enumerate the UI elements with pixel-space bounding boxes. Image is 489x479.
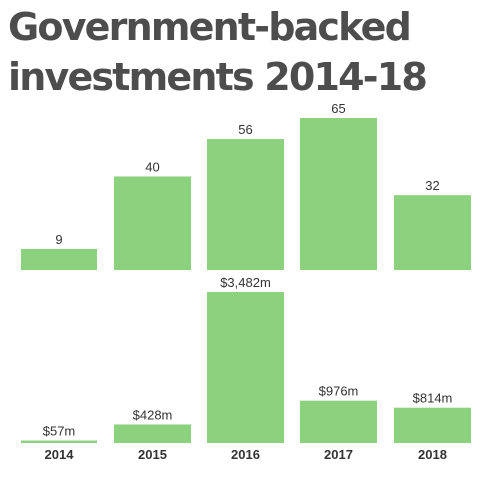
x-tick-label-2016: 2016 xyxy=(231,447,260,462)
value-bar-chart: $57m $428m $3,482m $976m $814m xyxy=(21,275,471,443)
value-bar-2018 xyxy=(394,407,471,443)
chart-title: Government-backed investments 2014-18 xyxy=(8,5,428,99)
value-bar-2017 xyxy=(300,400,377,443)
count-bar-2016 xyxy=(207,139,284,270)
count-bar-chart: 9 40 56 65 32 xyxy=(21,101,471,270)
x-tick-label-2015: 2015 xyxy=(138,447,167,462)
value-data-label-2016: $3,482m xyxy=(220,275,271,290)
x-tick-label-2017: 2017 xyxy=(324,447,353,462)
value-data-label-2017: $976m xyxy=(319,384,359,399)
x-tick-label-2014: 2014 xyxy=(45,447,75,462)
value-bar-2016 xyxy=(207,292,284,443)
count-bar-2017 xyxy=(300,118,377,270)
count-data-label-2018: 32 xyxy=(425,178,439,193)
value-bar-2015 xyxy=(114,424,191,443)
value-bar-2014 xyxy=(21,440,97,443)
count-data-label-2014: 9 xyxy=(55,232,62,247)
count-data-label-2017: 65 xyxy=(331,101,345,116)
count-bar-2015 xyxy=(114,176,191,270)
count-bar-2014 xyxy=(21,248,97,270)
value-data-label-2015: $428m xyxy=(133,407,173,422)
value-data-label-2014: $57m xyxy=(43,424,76,439)
year-axis: 2014 2015 2016 2017 2018 xyxy=(45,447,447,462)
count-bar-2018 xyxy=(394,195,471,270)
count-data-label-2015: 40 xyxy=(145,159,159,174)
x-tick-label-2018: 2018 xyxy=(418,447,447,462)
value-data-label-2018: $814m xyxy=(413,391,453,406)
count-data-label-2016: 56 xyxy=(238,122,252,137)
